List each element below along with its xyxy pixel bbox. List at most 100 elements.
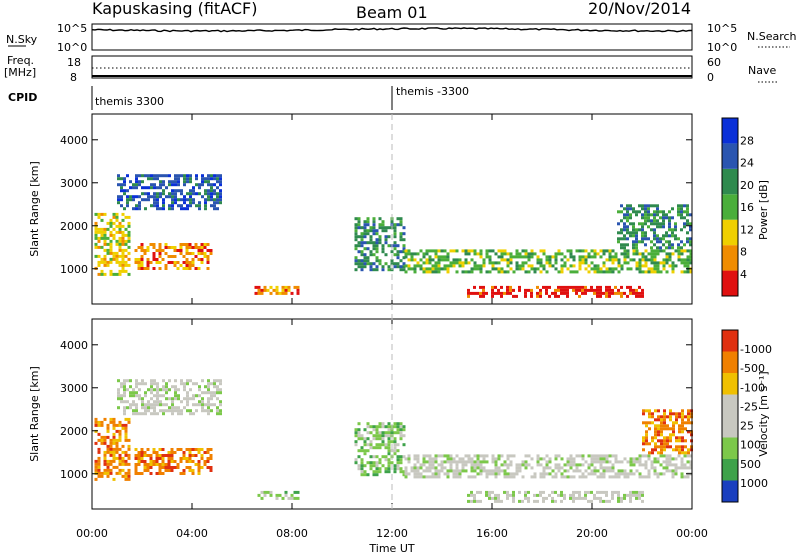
heatmap-cell: [518, 469, 522, 473]
heatmap-cell: [681, 412, 684, 416]
heatmap-cell: [485, 490, 488, 494]
heatmap-cell: [515, 463, 519, 467]
heatmap-cell: [195, 183, 198, 187]
heatmap-cell: [686, 222, 689, 226]
heatmap-cell: [407, 249, 411, 253]
heatmap-cell: [135, 391, 138, 395]
heatmap-cell: [572, 469, 576, 473]
heatmap-cell: [599, 267, 603, 271]
heatmap-cell: [602, 454, 606, 458]
heatmap-cell: [506, 258, 510, 262]
heatmap-cell: [195, 204, 198, 208]
heatmap-cell: [672, 424, 675, 428]
heatmap-cell: [491, 288, 494, 292]
heatmap-cell: [209, 457, 213, 460]
heatmap-cell: [121, 236, 125, 240]
heatmap-cell: [572, 264, 576, 268]
heatmap-cell: [647, 258, 651, 262]
heatmap-cell: [665, 270, 669, 274]
heatmap-cell: [551, 496, 554, 500]
heatmap-cell: [378, 422, 382, 426]
heatmap-cell: [152, 451, 156, 454]
nsky-tick-bottom: 10^0: [57, 41, 87, 54]
heatmap-cell: [272, 288, 276, 292]
heatmap-cell: [608, 454, 612, 458]
heatmap-cell: [485, 255, 489, 259]
heatmap-cell: [203, 252, 207, 255]
heatmap-cell: [617, 493, 620, 497]
heatmap-cell: [494, 475, 498, 479]
site-title: Kapuskasing (fitACF): [92, 0, 257, 18]
heatmap-cell: [219, 400, 222, 404]
heatmap-cell: [124, 438, 128, 442]
heatmap-cell: [150, 406, 153, 410]
heatmap-cell: [127, 456, 131, 460]
heatmap-cell: [106, 474, 110, 478]
heatmap-cell: [180, 189, 183, 193]
heatmap-cell: [138, 204, 141, 208]
heatmap-cell: [135, 382, 138, 386]
heatmap-cell: [159, 180, 162, 184]
heatmap-cell: [602, 466, 606, 470]
heatmap-cell: [94, 227, 98, 231]
heatmap-cell: [572, 258, 576, 262]
heatmap-cell: [143, 463, 147, 466]
heatmap-cell: [527, 454, 531, 458]
heatmap-cell: [123, 382, 126, 386]
heatmap-cell: [663, 445, 666, 449]
heatmap-cell: [515, 264, 519, 268]
heatmap-cell: [149, 472, 153, 475]
heatmap-cell: [156, 174, 159, 178]
x-axis-label: Time UT: [368, 542, 414, 554]
heatmap-cell: [503, 475, 507, 479]
heatmap-cell: [378, 425, 382, 429]
heatmap-cell: [399, 232, 403, 236]
heatmap-cell: [602, 270, 606, 274]
heatmap-cell: [183, 195, 186, 199]
heatmap-cell: [527, 270, 531, 274]
heatmap-cell: [623, 222, 626, 226]
heatmap-cell: [118, 260, 122, 264]
heatmap-cell: [174, 192, 177, 196]
heatmap-cell: [162, 204, 165, 208]
heatmap-cell: [143, 454, 147, 457]
heatmap-cell: [644, 207, 647, 211]
heatmap-cell: [506, 252, 510, 256]
heatmap-cell: [363, 259, 367, 263]
heatmap-cell: [103, 438, 107, 442]
heatmap-cell: [207, 382, 210, 386]
heatmap-cell: [378, 238, 382, 242]
heatmap-cell: [164, 246, 168, 249]
heatmap-cell: [176, 466, 180, 469]
heatmap-cell: [608, 466, 612, 470]
heatmap-cell: [662, 466, 666, 470]
heatmap-cell: [115, 272, 119, 276]
heatmap-cell: [158, 255, 162, 258]
heatmap-cell: [135, 385, 138, 389]
heatmap-cell: [164, 252, 168, 255]
heatmap-cell: [509, 475, 513, 479]
heatmap-cell: [381, 422, 385, 426]
heatmap-cell: [124, 453, 128, 457]
heatmap-cell: [683, 249, 687, 253]
heatmap-cell: [363, 235, 367, 239]
heatmap-cell: [635, 213, 638, 217]
heatmap-cell: [491, 261, 495, 265]
heatmap-cell: [167, 454, 171, 457]
heatmap-cell: [665, 246, 668, 250]
heatmap-cell: [132, 183, 135, 187]
heatmap-cell: [381, 443, 385, 447]
heatmap-cell: [542, 252, 546, 256]
heatmap-cell: [663, 439, 666, 443]
heatmap-cell: [123, 412, 126, 416]
heatmap-cell: [651, 448, 654, 452]
heatmap-cell: [219, 391, 222, 395]
heatmap-cell: [275, 285, 279, 289]
heatmap-cell: [137, 267, 141, 270]
colorbar-tick-label: -25: [740, 400, 758, 413]
heatmap-cell: [117, 174, 120, 178]
heatmap-cell: [659, 240, 662, 244]
heatmap-cell: [488, 496, 491, 500]
heatmap-cell: [662, 219, 665, 223]
heatmap-cell: [206, 460, 210, 463]
